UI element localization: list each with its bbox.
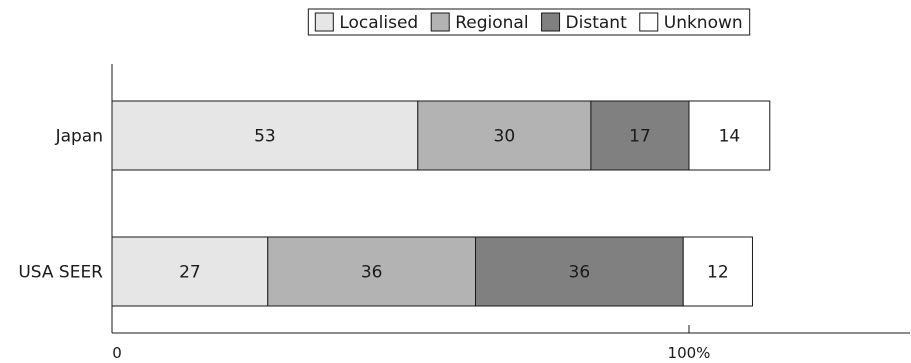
data-label: 14 xyxy=(719,127,741,147)
legend-swatch xyxy=(314,12,334,32)
data-label: 36 xyxy=(569,263,591,283)
x-tick-label: 0 xyxy=(112,344,122,362)
bar-segment xyxy=(475,236,684,307)
legend-swatch xyxy=(430,12,450,32)
x-tick-label: 100% xyxy=(668,344,711,362)
legend-label: Distant xyxy=(566,13,628,33)
legend: Localised Regional Distant Unknown xyxy=(307,8,751,36)
bars: Japan 53 30 17 14 USA SEER 27 36 36 12 xyxy=(18,100,771,307)
bar-segment xyxy=(111,100,419,171)
bar-segment xyxy=(590,100,690,171)
bar-segment xyxy=(111,236,269,307)
legend-swatch xyxy=(541,12,561,32)
data-label: 53 xyxy=(254,127,276,147)
bar-segment xyxy=(417,100,592,171)
category-label: USA SEER xyxy=(18,263,103,283)
data-label: 27 xyxy=(179,263,201,283)
legend-label: Localised xyxy=(339,13,418,33)
legend-frame xyxy=(307,8,751,36)
legend-label: Regional xyxy=(455,13,528,33)
legend-label: Unknown xyxy=(664,13,743,33)
bar-segment xyxy=(688,100,771,171)
legend-swatch xyxy=(639,12,659,32)
category-label: Japan xyxy=(55,127,103,147)
data-label: 36 xyxy=(361,263,383,283)
data-label: 17 xyxy=(629,127,651,147)
data-label: 12 xyxy=(707,263,729,283)
bar-segment xyxy=(682,236,753,307)
bar-segment xyxy=(267,236,477,307)
data-label: 30 xyxy=(494,127,516,147)
